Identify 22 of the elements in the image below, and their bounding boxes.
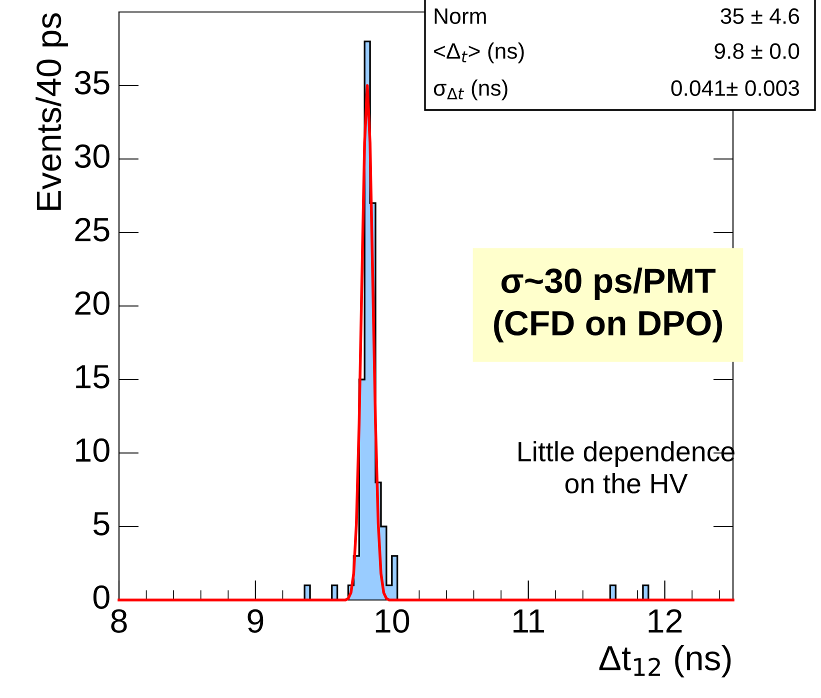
annotation: σ$_{Δt}$ (ns) bbox=[434, 80, 508, 100]
annotation: σ~30 ps/PMT (CFD on DPO) bbox=[494, 268, 722, 342]
y-tick-label: 20 bbox=[75, 291, 110, 315]
y-tick-label: 5 bbox=[93, 512, 110, 536]
y-tick-label: 25 bbox=[75, 218, 110, 242]
x-tick-label: 9 bbox=[248, 609, 264, 633]
x-axis-title: Δt$_{12}$ (ns) bbox=[599, 644, 731, 678]
annotation: 0.041± 0.003 bbox=[671, 80, 800, 96]
y-tick-label: 15 bbox=[76, 365, 110, 388]
x-tick-label: 8 bbox=[111, 609, 127, 633]
annotation: Norm bbox=[434, 8, 486, 24]
y-axis-title: Events/40 ps bbox=[36, 13, 68, 210]
annotation: 9.8 ± 0.0 bbox=[714, 43, 800, 59]
y-tick-label: 0 bbox=[93, 585, 110, 609]
annotation: 35 ± 4.6 bbox=[720, 8, 800, 24]
y-tick-label: 10 bbox=[76, 438, 110, 462]
x-tick-label: 10 bbox=[376, 609, 410, 633]
x-tick-label: 11 bbox=[514, 610, 544, 632]
y-tick-label: 30 bbox=[74, 144, 110, 168]
x-tick-label: 12 bbox=[648, 609, 682, 632]
y-tick-label: 35 bbox=[74, 70, 110, 94]
annotation: <Δ$_{t}$> (ns) bbox=[434, 42, 524, 64]
